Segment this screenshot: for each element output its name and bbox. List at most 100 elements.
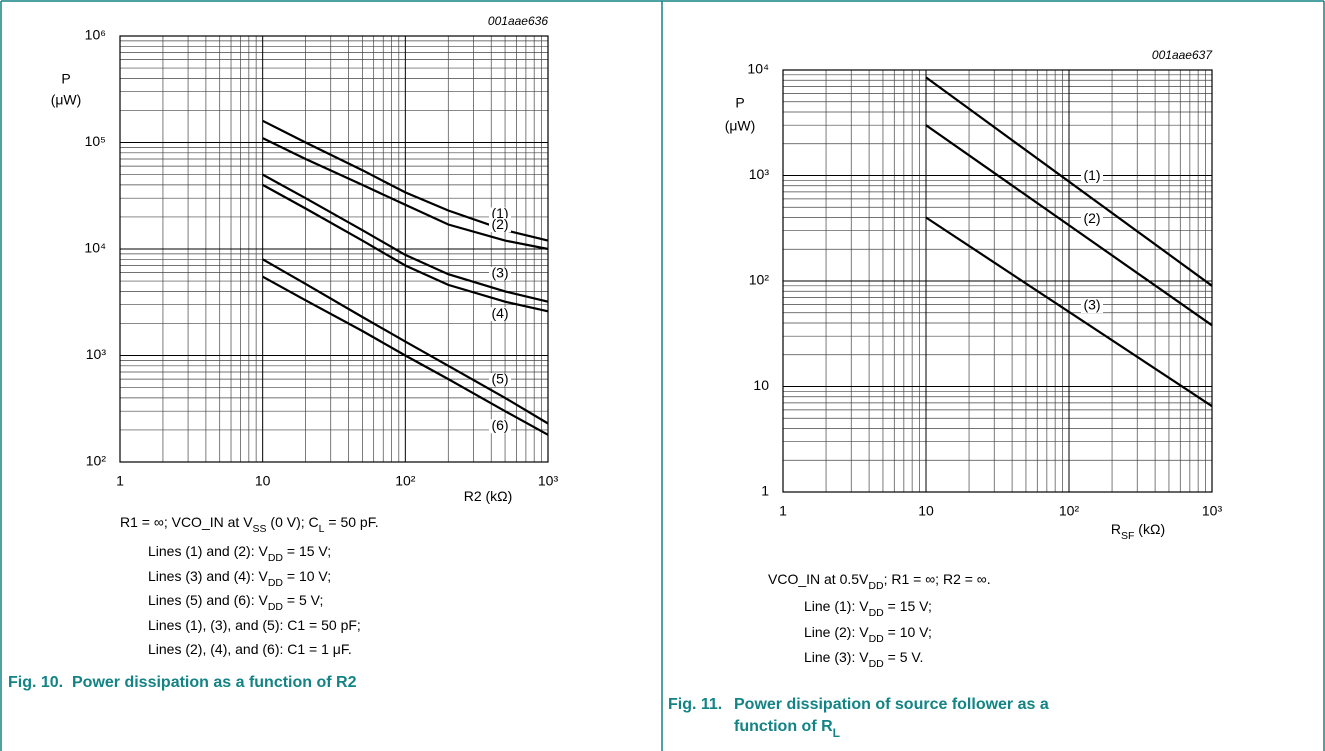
text-run: = 10 V; <box>283 568 331 584</box>
label-background <box>1081 212 1103 227</box>
y-tick-label: 1 <box>761 483 769 499</box>
series-label: (1) <box>491 205 508 221</box>
data-line <box>262 183 549 313</box>
subscript: L <box>319 523 325 535</box>
note: Lines (1), (3), and (5): C1 = 50 pF; <box>148 617 361 633</box>
series-label: (2) <box>491 216 508 232</box>
plot-frame <box>782 69 1213 493</box>
text-run: Line (3): V <box>804 649 869 665</box>
y-tick-label: 10⁶ <box>85 27 106 43</box>
data-line <box>925 124 1213 327</box>
label-background <box>1081 169 1103 184</box>
note: Lines (3) and (4): VDD = 10 V; <box>148 568 331 589</box>
figure-caption: function of RL <box>734 718 840 740</box>
series-label: (4) <box>491 305 508 321</box>
text-run: (0 V); C <box>267 514 319 530</box>
text-run: R <box>1111 521 1121 537</box>
x-tick-label: 10² <box>1059 503 1080 519</box>
text-run: Lines (3) and (4): V <box>148 568 268 584</box>
text-run: = 10 V; <box>884 624 932 640</box>
subscript: SF <box>1121 530 1134 542</box>
text-run: = 5 V. <box>884 649 924 665</box>
text-run: = 5 V; <box>283 592 323 608</box>
note: Lines (5) and (6): VDD = 5 V; <box>148 592 323 613</box>
series-label: (3) <box>1083 297 1100 313</box>
label-background <box>489 218 511 233</box>
y-tick-label: 10² <box>749 272 770 288</box>
label-background <box>489 307 511 322</box>
y-tick-label: 10² <box>86 453 107 469</box>
y-tick-label: 10³ <box>749 166 770 182</box>
y-tick-label: 10⁴ <box>747 61 769 77</box>
subscript: DD <box>268 601 284 613</box>
series-label: (1) <box>1083 167 1100 183</box>
data-line <box>925 76 1213 287</box>
series-label: (5) <box>491 371 508 387</box>
text-run: Lines (1), (3), and (5): C1 = 50 pF; <box>148 617 361 633</box>
note: VCO_IN at 0.5VDD; R1 = ∞; R2 = ∞. <box>768 571 991 592</box>
figure-label: Fig. 10. <box>8 674 63 691</box>
text-run: Line (1): V <box>804 598 869 614</box>
figure-caption: Power dissipation as a function of R2 <box>72 674 357 691</box>
note: Line (3): VDD = 5 V. <box>804 649 923 670</box>
text-run: Lines (2), (4), and (6): C1 = 1 μF. <box>148 641 352 657</box>
subscript: DD <box>869 607 885 619</box>
data-line <box>262 275 549 436</box>
text-run: Power dissipation as a function of R2 <box>72 674 357 691</box>
subscript: DD <box>868 580 884 592</box>
x-tick-label: 1 <box>779 503 787 519</box>
label-background <box>1081 299 1103 314</box>
x-tick-label: 10² <box>395 473 416 489</box>
text-run: (kΩ) <box>1134 521 1165 537</box>
note: Line (2): VDD = 10 V; <box>804 624 932 645</box>
text-run: R2 (kΩ) <box>464 488 513 504</box>
text-run: R1 = ∞; VCO_IN at V <box>120 514 253 530</box>
x-tick-label: 10³ <box>538 473 559 489</box>
y-tick-label: 10⁵ <box>85 133 106 149</box>
y-tick-label: 10 <box>753 377 769 393</box>
x-tick-label: 10 <box>255 473 271 489</box>
data-line <box>262 173 549 303</box>
text-run: function of R <box>734 718 833 735</box>
x-axis-label: R2 (kΩ) <box>464 488 513 504</box>
text-run: Power dissipation of source follower as … <box>734 696 1049 713</box>
series-label: (3) <box>491 265 508 281</box>
note: Lines (1) and (2): VDD = 15 V; <box>148 543 331 564</box>
subscript: DD <box>268 552 284 564</box>
label-background <box>489 207 511 222</box>
figure-label: Fig. 11. <box>668 696 722 713</box>
label-background <box>489 373 511 388</box>
figure-caption: Power dissipation of source follower as … <box>734 696 1049 713</box>
note: Lines (2), (4), and (6): C1 = 1 μF. <box>148 641 352 657</box>
text-run: Line (2): V <box>804 624 869 640</box>
text-run: = 50 pF. <box>325 514 379 530</box>
label-background <box>489 419 511 434</box>
figure-id: 001aae636 <box>488 14 548 28</box>
series-label: (6) <box>491 417 508 433</box>
subscript: L <box>833 726 840 740</box>
subscript: SS <box>253 523 267 535</box>
y-axis-label: P <box>735 95 744 111</box>
series-label: (2) <box>1083 210 1100 226</box>
figure-id: 001aae637 <box>1152 48 1213 62</box>
label-background <box>489 266 511 281</box>
subscript: DD <box>869 658 885 670</box>
data-line <box>262 137 549 251</box>
text-run: = 15 V; <box>884 598 932 614</box>
text-run: = 15 V; <box>283 543 331 559</box>
text-run: Lines (5) and (6): V <box>148 592 268 608</box>
y-axis-label: (μW) <box>51 92 82 108</box>
subscript: DD <box>268 577 284 589</box>
note: R1 = ∞; VCO_IN at VSS (0 V); CL = 50 pF. <box>120 514 379 535</box>
text-run: VCO_IN at 0.5V <box>768 571 869 587</box>
y-axis-label: (μW) <box>725 118 756 134</box>
x-tick-label: 10³ <box>1202 503 1223 519</box>
y-axis-label: P <box>61 71 70 87</box>
x-tick-label: 1 <box>116 473 124 489</box>
x-axis-label: RSF (kΩ) <box>1111 521 1165 542</box>
text-run: ; R1 = ∞; R2 = ∞. <box>884 571 991 587</box>
subscript: DD <box>869 633 885 645</box>
note: Line (1): VDD = 15 V; <box>804 598 932 619</box>
